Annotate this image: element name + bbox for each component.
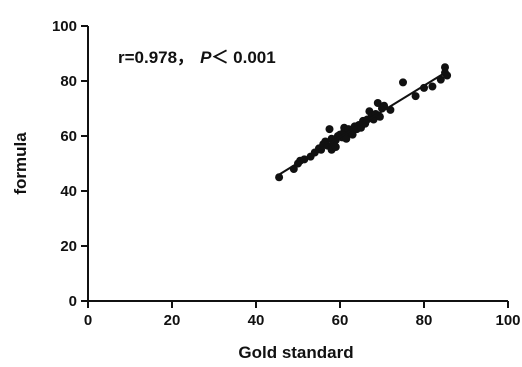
data-point — [325, 125, 334, 134]
correlation-annotation: r=0.978， P＜ 0.001 — [118, 48, 276, 67]
regression-line — [276, 71, 446, 177]
axes — [87, 26, 508, 302]
correlation-p-text: ＜ 0.001 — [211, 48, 275, 67]
correlation-p-symbol: P — [200, 48, 212, 67]
data-point — [411, 92, 420, 101]
y-tick-label: 60 — [60, 128, 77, 145]
y-axis-label: formula — [11, 132, 30, 195]
x-axis-label: Gold standard — [238, 343, 353, 362]
data-point — [331, 143, 340, 151]
x-tick-label: 0 — [84, 312, 92, 329]
y-tick-label: 40 — [60, 183, 77, 200]
x-tick-label: 100 — [495, 312, 520, 329]
data-point — [342, 134, 351, 143]
data-point — [441, 63, 449, 72]
x-tick-label: 60 — [332, 312, 349, 329]
x-tick-label: 20 — [164, 312, 181, 329]
data-point — [399, 78, 407, 87]
correlation-r-text: r=0.978， — [118, 48, 194, 67]
ticks: 0 20 40 60 80 100 0 20 40 60 80 100 — [52, 18, 521, 329]
x-tick-label: 40 — [248, 312, 265, 329]
y-tick-label: 100 — [52, 18, 77, 35]
y-tick-label: 0 — [69, 293, 77, 310]
y-tick-label: 80 — [60, 73, 77, 90]
data-point — [428, 82, 437, 91]
data-point — [373, 99, 382, 107]
y-tick-label: 20 — [60, 238, 77, 255]
x-tick-label: 80 — [416, 312, 433, 329]
